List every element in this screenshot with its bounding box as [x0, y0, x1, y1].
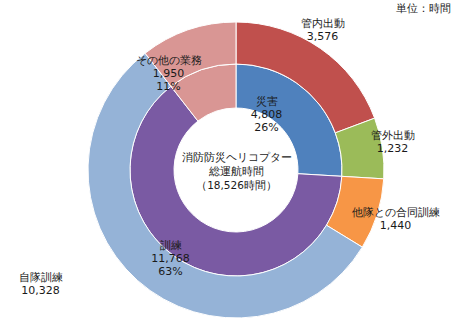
svg-text:自隊訓練10,328: 自隊訓練10,328: [19, 271, 63, 297]
svg-text:単位：時間: 単位：時間: [396, 2, 451, 15]
svg-text:消防防災ヘリコプター総運航時間（18,526時間）: 消防防災ヘリコプター総運航時間（18,526時間）: [182, 151, 292, 190]
svg-text:管内出動3,576: 管内出動3,576: [301, 17, 345, 43]
svg-text:訓練11,76863%: 訓練11,76863%: [151, 239, 190, 277]
svg-text:他隊との合同訓練1,440: 他隊との合同訓練1,440: [352, 206, 440, 232]
svg-text:その他の業務1,95011%: その他の業務1,95011%: [136, 54, 202, 92]
svg-text:管外出動1,232: 管外出動1,232: [371, 129, 415, 155]
svg-text:災害4,80826%: 災害4,80826%: [251, 95, 283, 133]
